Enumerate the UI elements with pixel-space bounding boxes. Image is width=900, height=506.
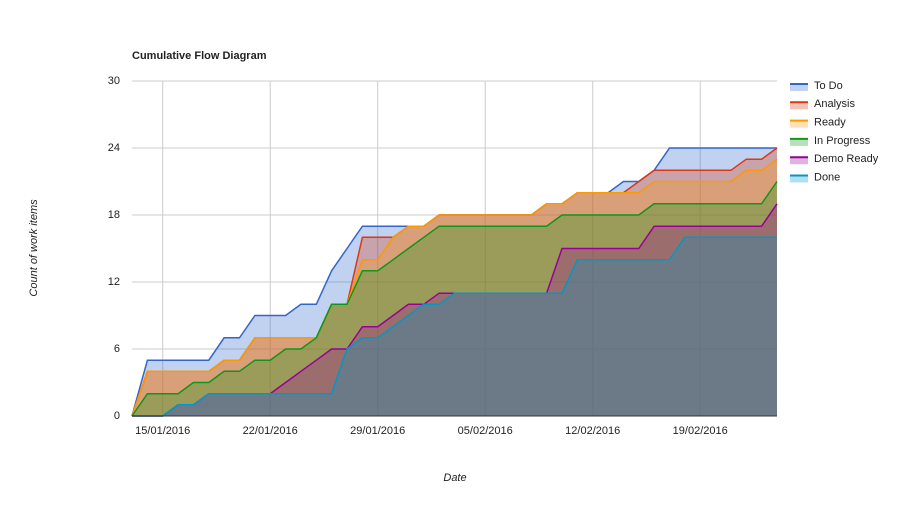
y-tick-label: 30 xyxy=(108,75,120,87)
line xyxy=(131,181,778,417)
legend-swatch xyxy=(790,120,808,128)
x-tick-label: 19/02/2016 xyxy=(673,425,728,437)
legend-label: Done xyxy=(814,171,840,183)
x-axis-title: Date xyxy=(443,472,466,484)
legend-swatch xyxy=(790,157,808,165)
legend-label: Ready xyxy=(814,117,846,129)
y-tick-label: 18 xyxy=(108,209,120,221)
area xyxy=(132,181,777,416)
legend-swatch xyxy=(790,84,808,91)
y-tick-label: 6 xyxy=(114,343,120,355)
y-tick-label: 12 xyxy=(108,276,120,288)
legend-label: To Do xyxy=(814,80,843,92)
legend-swatch xyxy=(790,175,808,183)
x-tick-label: 05/02/2016 xyxy=(458,425,513,437)
line xyxy=(131,158,778,417)
x-tick-label: 29/01/2016 xyxy=(350,425,405,437)
y-axis-title: Count of work items xyxy=(28,199,40,297)
legend-label: Analysis xyxy=(814,98,855,110)
legend-label: Demo Ready xyxy=(814,153,879,165)
legend-swatch xyxy=(790,102,808,110)
x-tick-label: 15/01/2016 xyxy=(135,425,190,437)
x-tick-label: 12/02/2016 xyxy=(565,425,620,437)
area xyxy=(132,237,777,416)
y-tick-label: 24 xyxy=(108,142,120,154)
grid xyxy=(132,80,777,417)
legend-label: In Progress xyxy=(814,135,871,147)
y-tick-label: 0 xyxy=(114,410,120,422)
line xyxy=(132,236,777,417)
chart-title: Cumulative Flow Diagram xyxy=(132,50,267,62)
legend-swatch xyxy=(790,138,808,146)
area xyxy=(132,203,777,416)
area xyxy=(132,159,777,416)
x-tick-label: 22/01/2016 xyxy=(243,425,298,437)
